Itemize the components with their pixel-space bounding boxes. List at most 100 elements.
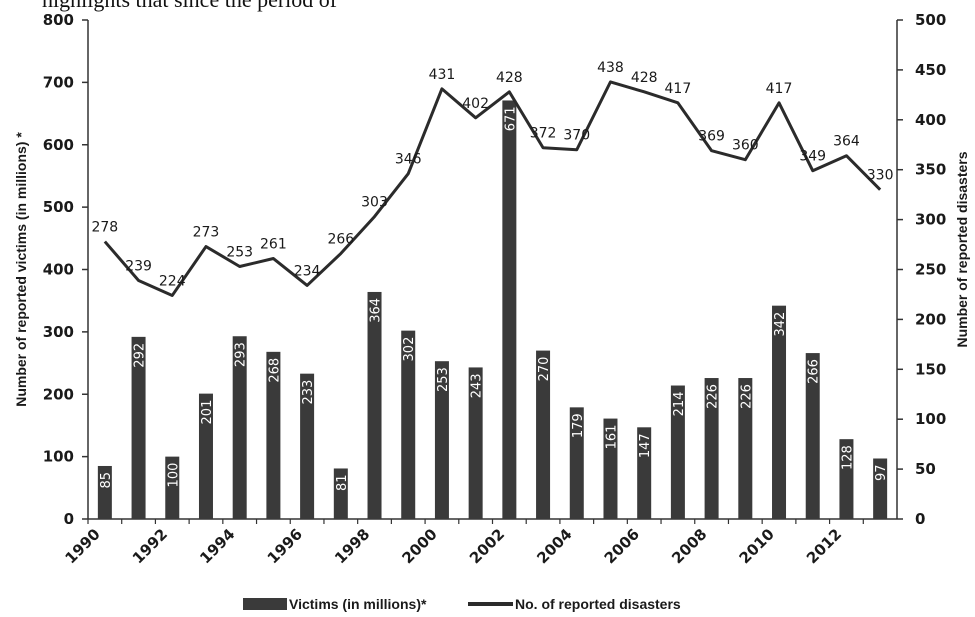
disasters-point-label: 417 [766,81,793,97]
x-tick-label: 2012 [803,525,845,567]
victims-bar [873,458,888,519]
disasters-point-label: 278 [91,220,118,236]
victims-bar-label: 270 [537,357,552,382]
victims-bar-label: 85 [99,472,114,489]
disasters-point-label: 234 [294,263,321,279]
left-tick-label: 0 [64,510,74,528]
victims-bar-label: 302 [402,337,417,362]
disasters-point-label: 261 [260,237,287,253]
disasters-point-label: 438 [597,60,624,76]
victims-bar [670,385,685,519]
victims-bar [502,100,517,520]
left-tick-label: 200 [43,385,74,403]
victims-bar-label: 226 [739,384,754,409]
victims-bar [131,336,146,519]
victims-bar-label: 100 [166,463,181,488]
x-tick-label: 2004 [533,525,575,567]
victims-bar-label: 81 [335,474,350,491]
disasters-point-label: 428 [631,70,658,86]
x-tick-label: 2010 [736,525,778,567]
data-labels: 85 292 100 201 293 268 233 81 364 302 253 243 671 270… [91,60,893,491]
right-tick-label: 500 [915,11,946,29]
victims-bar-label: 268 [267,358,282,383]
left-tick-label: 300 [43,323,74,341]
disasters-point-label: 346 [395,152,422,168]
victims-bar [367,291,382,519]
victims-bar [839,439,854,519]
victims-bar-label: 147 [638,433,653,458]
legend-disasters-label: No. of reported disasters [515,596,681,612]
victims-bar-label: 364 [369,298,384,323]
victims-bar [603,418,618,519]
x-tick-label: 1996 [264,525,306,567]
left-tick-label: 100 [43,448,74,466]
victims-bar [232,336,247,519]
left-tick-label: 600 [43,136,74,154]
right-tick-label: 300 [915,211,946,229]
victims-bar [401,330,416,519]
victims-bar-label: 161 [604,425,619,450]
disasters-point-label: 224 [159,273,186,289]
victims-bar-label: 671 [503,106,518,131]
victims-bar [333,468,348,519]
x-tick-label: 1992 [129,525,171,567]
right-tick-label: 200 [915,310,946,328]
victims-bar-label: 243 [470,373,485,398]
victims-bar [198,393,213,519]
disasters-point-label: 303 [361,195,388,211]
victims-bar [266,351,281,519]
disasters-point-label: 402 [462,96,489,112]
x-tick-label: 2008 [668,525,710,567]
victims-bar [165,456,180,519]
victims-bar [772,305,787,519]
right-tick-label: 0 [915,510,925,528]
disasters-point-label: 349 [799,149,826,165]
victims-bar [468,367,483,519]
disasters-point-label: 372 [530,126,557,142]
victims-bar-label: 226 [706,384,721,409]
legend: Victims (in millions)* No. of reported di… [243,596,681,612]
left-tick-label: 500 [43,198,74,216]
x-tick-label: 2002 [466,525,508,567]
victims-bar-label: 293 [234,342,249,367]
right-tick-label: 250 [915,261,946,279]
disasters-point-label: 417 [665,81,692,97]
victims-bar [738,378,753,519]
disasters-point-label: 273 [193,225,220,241]
victims-bar-label: 342 [773,312,788,337]
disasters-point-label: 253 [226,245,253,261]
legend-bar-swatch [243,598,287,610]
x-tick-label: 1998 [331,525,373,567]
disasters-line [103,80,882,297]
victims-bar-label: 253 [436,367,451,392]
right-tick-label: 450 [915,61,946,79]
victims-bar [805,353,820,519]
victims-bars [97,100,888,520]
victims-bar-label: 214 [672,392,687,417]
victims-bar [97,465,112,519]
disasters-point-label: 266 [327,232,354,248]
x-tick-label: 1994 [196,525,238,567]
victims-bar [704,378,719,519]
victims-bar-label: 179 [571,413,586,438]
disasters-point-label: 360 [732,138,759,154]
left-tick-label: 400 [43,261,74,279]
x-tick-label: 1990 [61,525,103,567]
victims-bar-label: 128 [840,445,855,470]
right-tick-label: 350 [915,161,946,179]
x-tick-label: 2000 [399,525,441,567]
header-text-fragment: highlights that since the period of [42,0,342,12]
disasters-point-label: 369 [698,129,725,145]
left-tick-label: 800 [43,11,74,29]
disasters-point-label: 428 [496,70,523,86]
right-tick-label: 400 [915,111,946,129]
victims-bar [637,427,652,519]
x-tick-label: 2006 [601,525,643,567]
legend-victims-label: Victims (in millions)* [289,596,427,612]
left-tick-label: 700 [43,73,74,91]
victims-bar-label: 201 [200,400,215,425]
disasters-series-line [103,80,882,297]
right-axis-title: Number of reported disasters [954,151,970,347]
disasters-point-label: 370 [563,128,590,144]
victims-bar [300,373,315,519]
